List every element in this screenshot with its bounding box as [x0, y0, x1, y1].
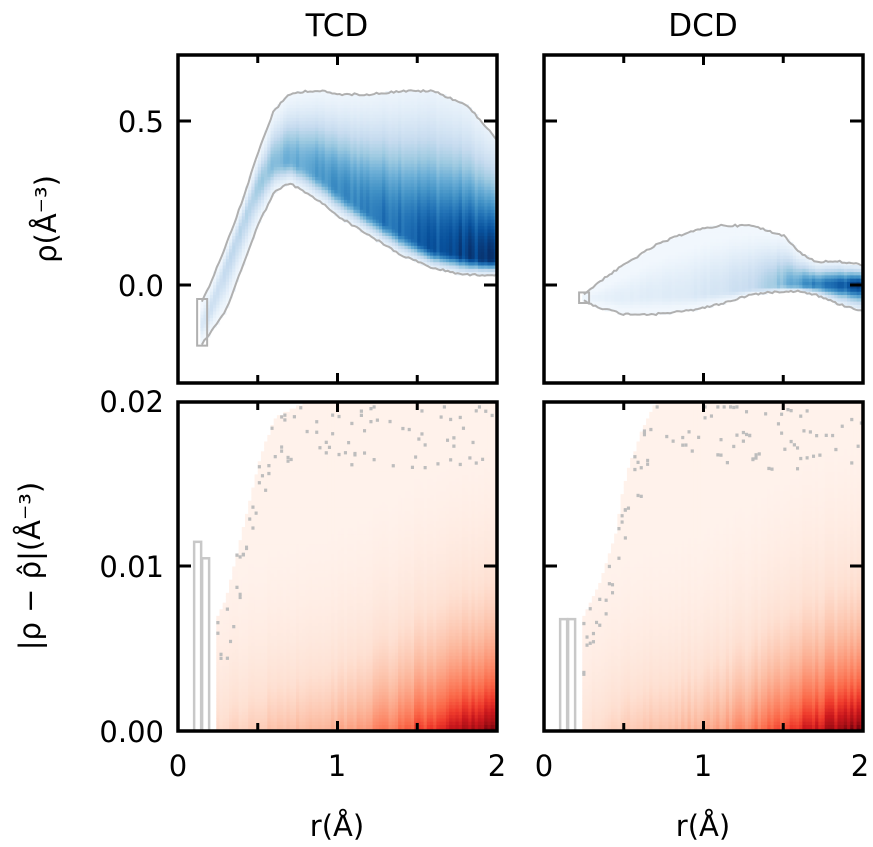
figure: TCD DCD ρ(Å⁻³) |ρ − ρ̂|(Å⁻³) 0.5 0.0 0.0…: [0, 0, 873, 847]
outlier-cell: [216, 621, 219, 624]
outlier-cell: [216, 632, 219, 635]
panel-tcd-error: [194, 402, 497, 732]
panel-dcd-density: [579, 225, 864, 315]
panel-tcd-density: [197, 90, 497, 345]
